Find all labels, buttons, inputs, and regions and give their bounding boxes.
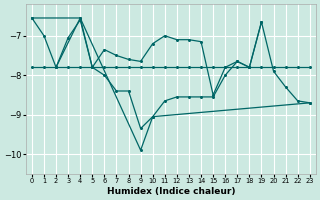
- X-axis label: Humidex (Indice chaleur): Humidex (Indice chaleur): [107, 187, 235, 196]
